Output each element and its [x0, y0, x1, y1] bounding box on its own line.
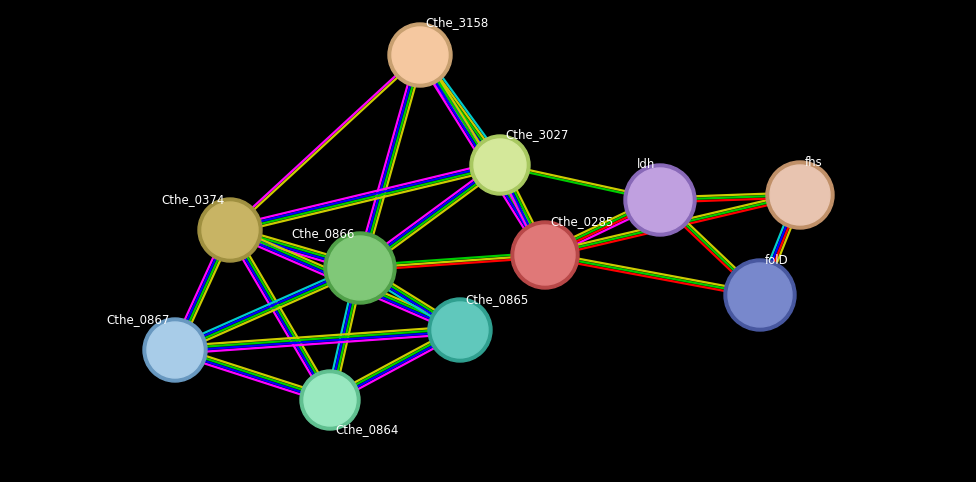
Text: folD: folD — [765, 254, 789, 267]
Text: Cthe_0864: Cthe_0864 — [335, 424, 398, 437]
Text: Cthe_0374: Cthe_0374 — [162, 193, 225, 206]
Circle shape — [766, 161, 834, 229]
Circle shape — [432, 302, 488, 358]
Text: Cthe_0285: Cthe_0285 — [550, 215, 613, 228]
Circle shape — [328, 236, 392, 300]
Circle shape — [300, 370, 360, 430]
Text: fhs: fhs — [805, 156, 823, 169]
Circle shape — [628, 168, 692, 232]
Text: Cthe_0866: Cthe_0866 — [292, 228, 355, 241]
Circle shape — [304, 374, 356, 426]
Text: ldh: ldh — [636, 159, 655, 172]
Circle shape — [143, 318, 207, 382]
Circle shape — [388, 23, 452, 87]
Circle shape — [392, 27, 448, 83]
Circle shape — [202, 202, 258, 258]
Circle shape — [624, 164, 696, 236]
Circle shape — [511, 221, 579, 289]
Text: Cthe_3027: Cthe_3027 — [505, 129, 568, 142]
Circle shape — [324, 232, 396, 304]
Text: Cthe_0867: Cthe_0867 — [106, 313, 170, 326]
Circle shape — [428, 298, 492, 362]
Circle shape — [770, 165, 830, 225]
Text: Cthe_3158: Cthe_3158 — [425, 16, 488, 29]
Circle shape — [470, 135, 530, 195]
Text: Cthe_0865: Cthe_0865 — [465, 294, 528, 307]
Circle shape — [147, 322, 203, 378]
Circle shape — [198, 198, 262, 262]
Circle shape — [724, 259, 796, 331]
Circle shape — [515, 225, 575, 285]
Circle shape — [728, 263, 792, 327]
Circle shape — [474, 139, 526, 191]
